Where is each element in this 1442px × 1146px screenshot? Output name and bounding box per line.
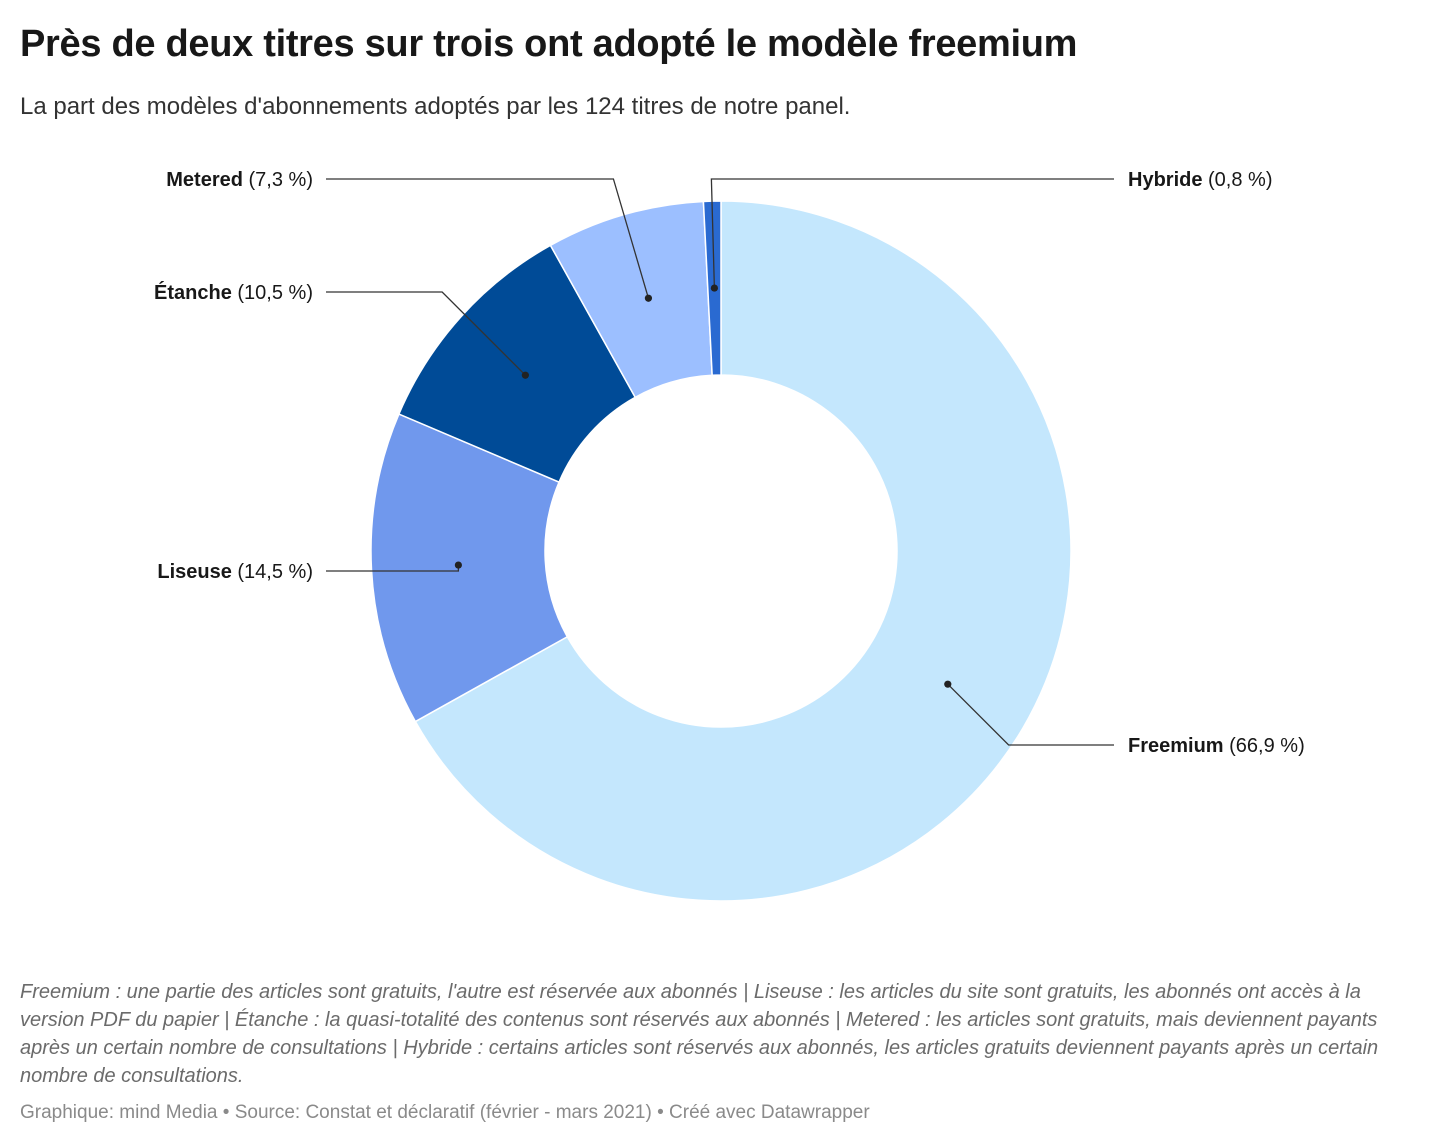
chart-byline: Graphique: mind Media • Source: Constat … bbox=[20, 1102, 870, 1123]
donut-slices bbox=[370, 200, 1072, 902]
slice-label-freemium: Freemium (66,9 %) bbox=[1128, 735, 1305, 757]
chart-subtitle: La part des modèles d'abonnements adopté… bbox=[20, 93, 851, 120]
slice-label-liseuse: Liseuse (14,5 %) bbox=[157, 561, 313, 583]
leader-line-freemium bbox=[947, 683, 1114, 746]
slice-label-name: Étanche bbox=[154, 281, 232, 304]
slice-label-name: Liseuse bbox=[157, 561, 231, 583]
leader-line-metered bbox=[326, 178, 650, 299]
slice-label-value: (14,5 %) bbox=[232, 561, 313, 583]
slice-label-value: (7,3 %) bbox=[243, 169, 313, 191]
slice-label-etanche: Étanche (10,5 %) bbox=[154, 281, 313, 304]
leader-dot-liseuse bbox=[454, 561, 462, 569]
slice-label-name: Metered bbox=[166, 169, 243, 191]
leader-dot-freemium bbox=[944, 680, 952, 688]
slice-freemium bbox=[414, 200, 1072, 902]
slice-labels: Freemium (66,9 %) Liseuse (14,5 %) Étanche… bbox=[154, 169, 1305, 757]
slice-label-value: (10,5 %) bbox=[232, 282, 313, 304]
slice-label-name: Hybride bbox=[1128, 169, 1202, 191]
slice-label-hybride: Hybride (0,8 %) bbox=[1128, 169, 1273, 191]
leader-line-etanche bbox=[326, 291, 526, 376]
slice-liseuse bbox=[370, 413, 569, 723]
leader-line-hybride bbox=[710, 178, 1114, 289]
leader-dot-metered bbox=[644, 294, 653, 302]
label-leaders bbox=[326, 178, 1114, 746]
slice-label-metered: Metered (7,3 %) bbox=[166, 169, 313, 191]
slice-label-value: (66,9 %) bbox=[1224, 735, 1305, 757]
leader-dot-hybride bbox=[710, 284, 718, 292]
leader-dot-etanche bbox=[521, 371, 529, 379]
slice-label-value: (0,8 %) bbox=[1202, 169, 1272, 191]
donut-chart: Freemium (66,9 %) Liseuse (14,5 %) Étanche… bbox=[154, 169, 1305, 902]
chart-notes: Freemium : une partie des articles sont … bbox=[20, 981, 1379, 1087]
slice-label-name: Freemium bbox=[1128, 735, 1224, 757]
chart-title: Près de deux titres sur trois ont adopté… bbox=[20, 23, 1078, 65]
